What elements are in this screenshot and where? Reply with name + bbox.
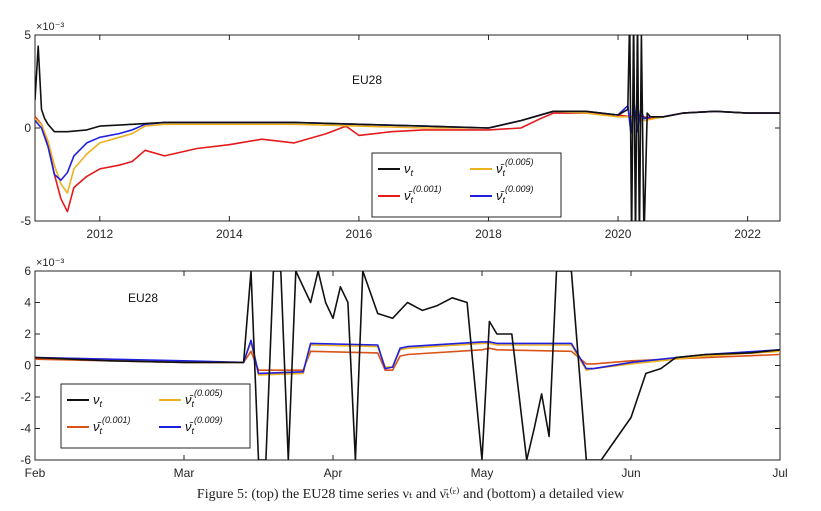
legend-box [60,383,251,449]
legend-label: νt [404,161,414,178]
series-line-e009 [35,339,780,375]
y-tick-label: -5 [20,214,31,228]
series-line-nu [35,271,780,460]
y-tick-label: -4 [20,422,31,436]
y-tick-label: 6 [24,264,31,278]
legend-label: νt [93,392,103,409]
series-line-e001 [35,347,780,372]
y-tick-label: 0 [24,121,31,135]
series-line-e005 [35,110,780,194]
y-tick-label: 5 [24,28,31,42]
panel-title: EU28 [352,73,382,87]
series-group [35,271,780,460]
series-line-nu [35,35,780,221]
x-tick-label: 2020 [605,227,632,241]
x-tick-label: Apr [324,466,343,480]
panel-title: EU28 [128,291,158,305]
x-tick-label: Jul [772,466,787,480]
top-panel: -5 0 5 2012 2014 2016 2018 2020 2022 ×10⁻³ EU28 νt ν… [20,21,781,241]
bottom-panel: -6 -4 -2 0 2 4 6 Feb Mar Apr May Jun Jul ×10⁻³ EU28 νt ν… [20,257,787,480]
series-group [35,35,780,221]
axis-exponent-label: ×10⁻³ [36,257,64,269]
x-tick-label: 2022 [734,227,761,241]
x-tick-label: May [471,466,494,480]
x-tick-label: Feb [25,466,46,480]
x-tick-label: 2014 [216,227,243,241]
x-tick-label: Mar [174,466,195,480]
legend-box [371,152,562,218]
y-tick-label: 4 [24,296,31,310]
x-tick-label: Jun [621,466,640,480]
legend: νt ν̄t(0.005)ν̄t(0.001) ν̄t(0.009) [371,152,562,218]
y-tick-label: -2 [20,390,31,404]
legend: νt ν̄t(0.005)ν̄t(0.001) ν̄t(0.009) [60,383,251,449]
x-tick-label: 2012 [86,227,113,241]
y-tick-label: -6 [20,453,31,467]
y-tick-label: 2 [24,327,31,341]
axis-exponent-label: ×10⁻³ [36,21,64,33]
y-tick-label: 0 [24,359,31,373]
figure-caption: Figure 5: (top) the EU28 time series νₜ … [196,487,625,502]
x-tick-label: 2016 [346,227,373,241]
x-tick-label: 2018 [475,227,502,241]
